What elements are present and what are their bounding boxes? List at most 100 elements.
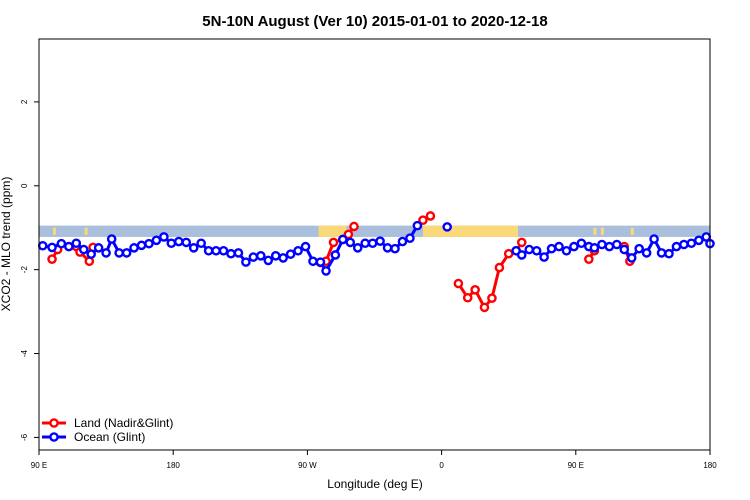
series-1-point-2-23 (679, 239, 689, 250)
series-1-point-0-40 (338, 234, 348, 245)
legend-label-0: Land (Nadir&Glint) (74, 416, 173, 430)
series-1-point-0-8 (101, 248, 111, 258)
series-1-point-0-17 (166, 238, 177, 249)
chart-title: 5N-10N August (Ver 10) 2015-01-01 to 202… (202, 13, 547, 30)
series-0-point-4-2 (470, 284, 480, 295)
land-speck-0 (52, 227, 56, 235)
series-0-point-4-1 (462, 292, 473, 303)
series-1-point-0-36 (308, 256, 318, 267)
series-1-point-2-19 (649, 234, 659, 244)
series-1-point-0-29 (256, 251, 266, 261)
series-1-point-2-5 (546, 243, 557, 254)
series-1-point-2-4 (539, 252, 549, 262)
x-tick-label-3: 0 (439, 461, 444, 470)
land-region-1 (422, 225, 519, 237)
ocean-band (39, 225, 710, 237)
series-1-point-1-0 (442, 222, 452, 232)
series-1-point-0-5 (78, 244, 89, 255)
series-1-point-2-6 (554, 241, 564, 252)
series-1-point-2-24 (686, 238, 697, 249)
series-0-point-3-1 (425, 211, 436, 221)
series-1-point-0-47 (390, 243, 400, 254)
series-1-point-0-30 (263, 255, 274, 266)
series-1-point-0-15 (151, 235, 162, 246)
series-1-point-2-17 (634, 243, 644, 254)
series-1-point-0-31 (270, 251, 281, 261)
series-1-point-0-14 (144, 238, 154, 249)
series-1-point-0-34 (293, 245, 303, 256)
series-1-point-2-2 (524, 244, 535, 255)
plot-frame (38, 38, 711, 451)
series-1-point-0-35 (300, 241, 311, 252)
x-tick-label-2: 90 W (298, 461, 317, 470)
land-ocean-band (39, 225, 710, 237)
series-1-point-2-9 (576, 238, 587, 249)
land-region-0 (318, 225, 347, 237)
series-0-point-5-0 (584, 254, 594, 264)
series-1-point-0-0 (37, 240, 48, 251)
series-1-point-0-13 (136, 240, 147, 251)
series-1-point-0-33 (285, 249, 296, 259)
series-1-point-0-27 (241, 257, 251, 267)
x-tick-label-4: 90 E (568, 461, 584, 470)
series-1-point-2-21 (664, 248, 674, 259)
series-1-point-0-2 (56, 238, 67, 249)
series-1 (37, 220, 715, 276)
x-axis: 90 E 180 90 W 0 90 E 180 (31, 450, 717, 470)
series-1-point-0-38 (321, 266, 331, 276)
series-1-point-0-21 (196, 238, 206, 249)
series-1-point-0-41 (345, 237, 356, 248)
series-1-point-0-9 (106, 234, 117, 244)
series-1-point-0-19 (181, 237, 192, 248)
legend-marker-0 (49, 418, 59, 428)
series-1-point-0-4 (71, 238, 82, 249)
land-speck-4 (600, 227, 604, 235)
series-1-point-0-3 (64, 241, 74, 252)
x-tick-label-5: 180 (703, 461, 717, 470)
series-1-point-0-42 (352, 243, 363, 253)
series-1-point-2-18 (641, 248, 652, 258)
series-1-point-0-16 (159, 232, 169, 242)
series-1-point-0-28 (248, 252, 259, 262)
y-tick-label-2: -2 (20, 266, 29, 274)
series-1-point-0-20 (188, 243, 199, 253)
x-axis-label: Longitude (deg E) (327, 477, 422, 491)
y-tick-label-4: -6 (20, 433, 29, 441)
series-0-point-3-0 (418, 215, 428, 225)
series-1-point-2-12 (597, 239, 607, 250)
series-1-point-0-48 (397, 236, 408, 247)
series-1-point-0-45 (375, 236, 385, 246)
series-1-point-2-15 (619, 244, 630, 255)
series-0-point-2-5 (349, 221, 359, 232)
y-axis: 2 0 -2 -4 -6 (20, 99, 39, 441)
series-1-point-0-25 (226, 248, 236, 259)
series-1-point-0-37 (315, 257, 326, 267)
series-0-point-4-6 (503, 248, 514, 259)
x-tick-label-1: 180 (167, 461, 181, 470)
series-1-point-0-44 (367, 238, 378, 249)
series-1-point-0-32 (278, 253, 288, 263)
series-layer (37, 211, 715, 313)
series-0-point-2-2 (328, 237, 339, 248)
series-1-point-0-50 (412, 220, 423, 231)
series-1-point-0-49 (405, 233, 415, 244)
series-1-point-2-7 (561, 245, 572, 256)
series-1-point-0-7 (93, 243, 104, 253)
series-1-point-0-24 (218, 245, 229, 256)
series-0-point-4-8 (516, 237, 527, 248)
land-speck-1 (84, 227, 88, 235)
series-1-point-0-22 (203, 245, 214, 256)
series-0-point-4-5 (494, 262, 505, 273)
y-tick-label-0: 2 (20, 99, 29, 104)
series-1-point-2-22 (671, 241, 682, 252)
series-1-point-2-16 (626, 253, 637, 263)
land-speck-5 (630, 227, 634, 235)
series-1-point-0-43 (360, 238, 370, 249)
series-1-point-0-26 (233, 248, 244, 258)
series-0-point-4-0 (453, 278, 464, 289)
series-1-point-0-12 (129, 243, 139, 253)
series-1-point-0-39 (330, 250, 341, 260)
series-1-point-2-20 (656, 248, 667, 258)
series-1-point-2-8 (569, 241, 579, 252)
